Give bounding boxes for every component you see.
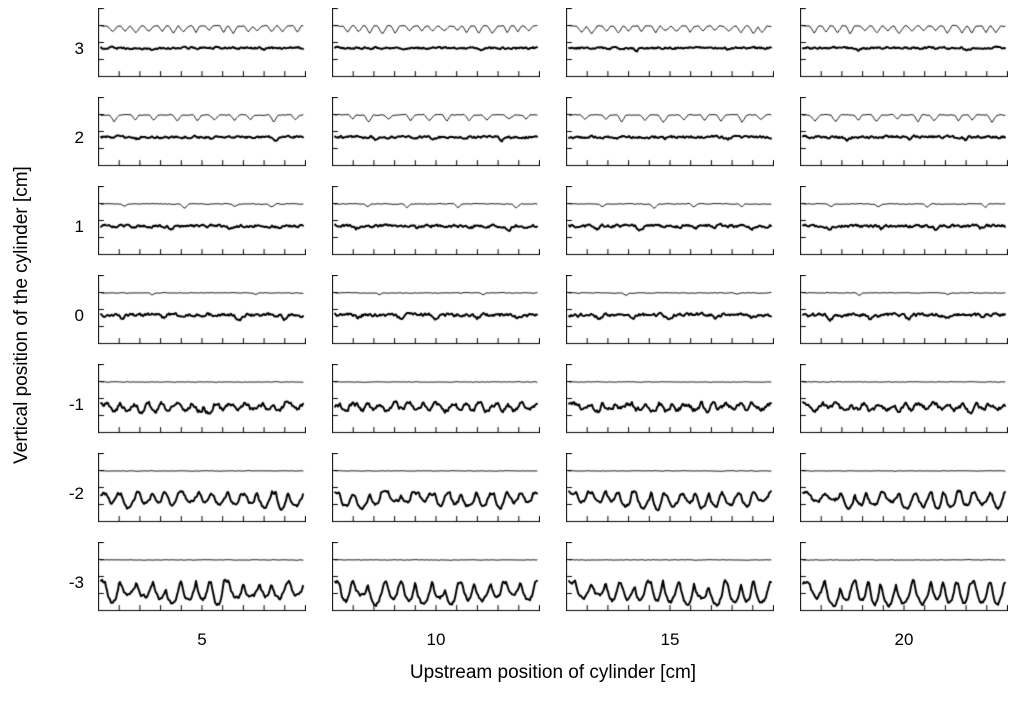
subplot	[800, 97, 1008, 178]
subplot	[98, 364, 306, 445]
subplot-canvas	[800, 453, 1008, 524]
subplot	[566, 453, 774, 534]
subplot	[98, 97, 306, 178]
y-tick-label: 0	[74, 305, 84, 325]
subplot-canvas	[566, 453, 774, 524]
subplot-canvas	[332, 542, 540, 613]
subplot	[566, 186, 774, 267]
subplot-canvas	[98, 542, 306, 613]
x-tick-labels: 5 10 15 20	[98, 623, 1008, 653]
subplot-canvas	[332, 275, 540, 346]
subplot-grid	[98, 8, 1008, 623]
subplot-canvas	[800, 542, 1008, 613]
x-tick-label: 5	[197, 630, 207, 649]
subplot-canvas	[800, 8, 1008, 79]
subplot	[566, 275, 774, 356]
subplot-canvas	[800, 364, 1008, 435]
subplot-canvas	[800, 275, 1008, 346]
subplot	[98, 275, 306, 356]
subplot	[98, 8, 306, 89]
y-tick-label: 3	[74, 38, 84, 58]
subplot	[800, 453, 1008, 534]
subplot	[800, 364, 1008, 445]
subplot-canvas	[332, 97, 540, 168]
subplot	[566, 364, 774, 445]
subplot-canvas	[566, 186, 774, 257]
subplot	[332, 97, 540, 178]
subplot	[332, 364, 540, 445]
subplot-canvas	[566, 8, 774, 79]
subplot	[800, 186, 1008, 267]
subplot	[800, 542, 1008, 623]
subplot-canvas	[566, 275, 774, 346]
subplot	[332, 8, 540, 89]
y-tick-labels: 3 2 1 0 -1 -2 -3	[40, 8, 98, 623]
subplot-canvas	[332, 364, 540, 435]
y-tick-label: -1	[68, 394, 84, 414]
subplot-canvas	[98, 8, 306, 79]
subplot	[566, 542, 774, 623]
x-tick-label: 20	[894, 630, 914, 649]
subplot-canvas	[800, 186, 1008, 257]
subplot-canvas	[98, 275, 306, 346]
y-tick-label: -2	[68, 483, 84, 503]
x-axis-title: Upstream position of cylinder [cm]	[409, 662, 697, 683]
subplot-canvas	[332, 453, 540, 524]
subplot-canvas	[332, 8, 540, 79]
y-tick-label: 2	[74, 127, 84, 147]
subplot-canvas	[98, 186, 306, 257]
subplot-canvas	[98, 97, 306, 168]
subplot	[800, 8, 1008, 89]
y-tick-label: -3	[68, 572, 84, 592]
subplot-canvas	[98, 453, 306, 524]
subplot	[332, 542, 540, 623]
x-tick-label: 10	[426, 630, 446, 649]
subplot	[98, 542, 306, 623]
subplot	[98, 453, 306, 534]
y-axis-title: Vertical position of the cylinder [cm]	[11, 166, 32, 465]
subplot	[332, 275, 540, 356]
subplot-canvas	[98, 364, 306, 435]
subplot	[332, 186, 540, 267]
subplot	[566, 97, 774, 178]
subplot-canvas	[566, 542, 774, 613]
subplot-canvas	[800, 97, 1008, 168]
subplot	[332, 453, 540, 534]
subplot	[566, 8, 774, 89]
subplot	[98, 186, 306, 267]
subplot-canvas	[566, 97, 774, 168]
y-tick-label: 1	[74, 216, 84, 236]
x-tick-label: 15	[660, 630, 680, 649]
subplot-canvas	[566, 364, 774, 435]
subplot	[800, 275, 1008, 356]
subplot-canvas	[332, 186, 540, 257]
